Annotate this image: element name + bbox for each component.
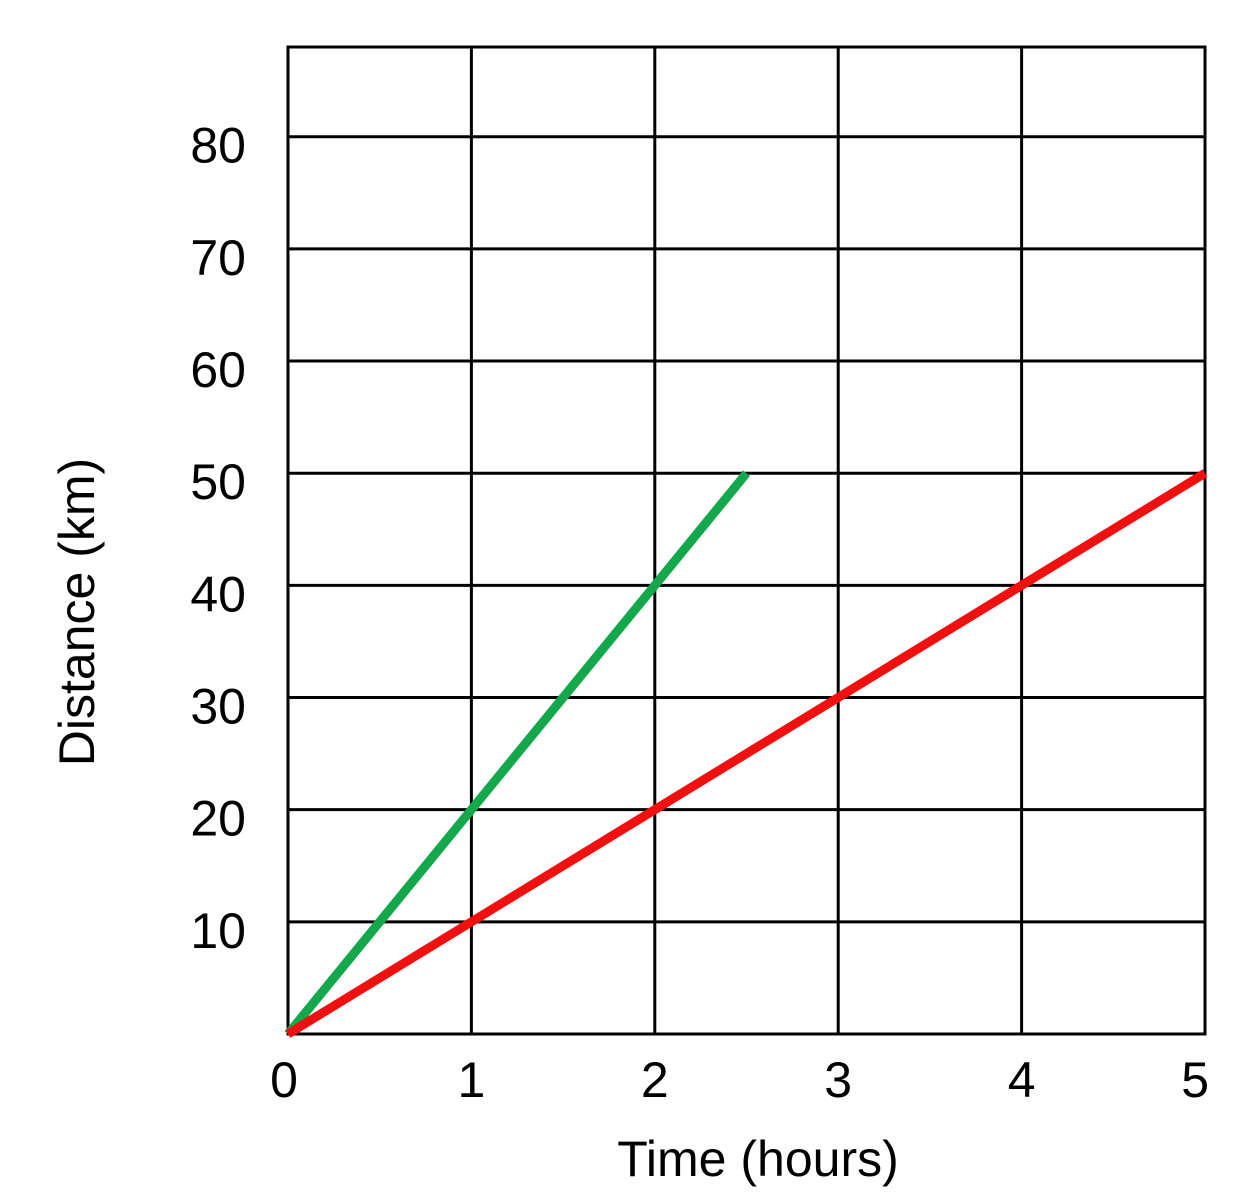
x-tick-label: 5 bbox=[1181, 1052, 1209, 1108]
grid bbox=[286, 45, 1207, 1036]
series-line-0 bbox=[284, 470, 750, 1037]
series-group bbox=[284, 469, 1208, 1038]
x-tick-label: 0 bbox=[270, 1052, 298, 1108]
y-tick-label: 10 bbox=[190, 903, 246, 959]
plot-frame bbox=[286, 45, 1207, 1036]
y-tick-label: 80 bbox=[190, 118, 246, 174]
x-tick-label: 4 bbox=[1008, 1052, 1036, 1108]
x-tick-labels: 0 1 2 3 4 5 bbox=[270, 1052, 1209, 1108]
x-tick-label: 1 bbox=[457, 1052, 485, 1108]
y-tick-label: 50 bbox=[190, 454, 246, 510]
y-tick-label: 20 bbox=[190, 791, 246, 847]
y-axis-title: Distance (km) bbox=[49, 458, 105, 766]
y-tick-labels: 10 20 30 40 50 60 70 80 bbox=[190, 118, 246, 959]
y-tick-label: 70 bbox=[190, 230, 246, 286]
x-tick-label: 3 bbox=[824, 1052, 852, 1108]
y-tick-label: 40 bbox=[190, 566, 246, 622]
x-tick-label: 2 bbox=[641, 1052, 669, 1108]
y-tick-label: 30 bbox=[190, 679, 246, 735]
y-tick-label: 60 bbox=[190, 342, 246, 398]
x-axis-title: Time (hours) bbox=[617, 1131, 899, 1187]
series-line-1 bbox=[285, 469, 1208, 1038]
